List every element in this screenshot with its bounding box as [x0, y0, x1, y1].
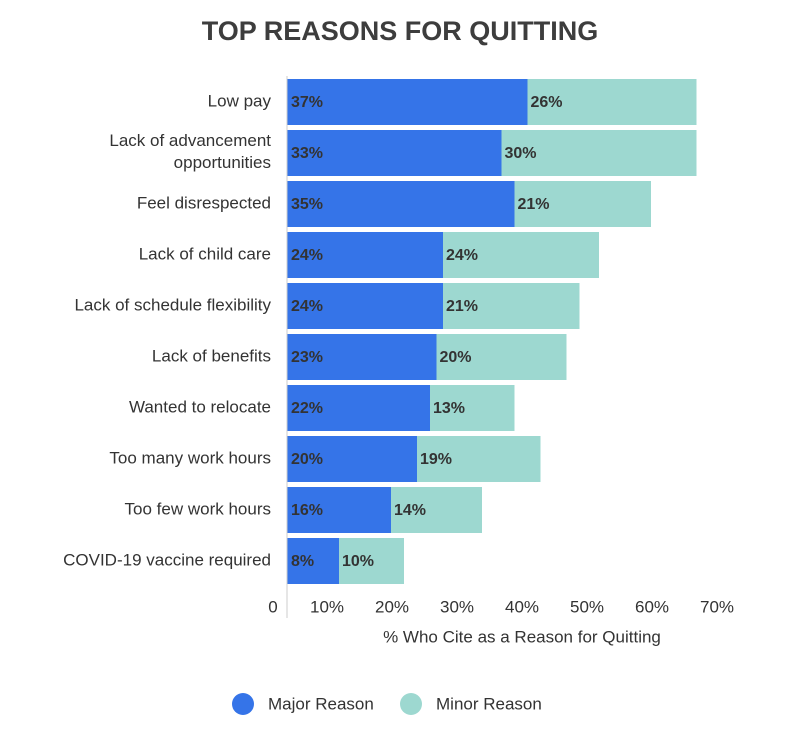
bar [287, 283, 443, 329]
x-tick-label: 10% [310, 597, 344, 616]
value-label: 30% [505, 145, 537, 162]
bar [287, 334, 437, 380]
y-tick-label: Lack of advancement opportunities [109, 131, 271, 172]
value-label: 24% [446, 247, 478, 264]
bar [287, 232, 443, 278]
bar [287, 181, 515, 227]
legend-marker [232, 693, 254, 715]
value-label: 20% [291, 451, 323, 468]
y-tick-label: Lack of schedule flexibility [74, 295, 271, 314]
x-tick-label: 20% [375, 597, 409, 616]
y-tick-label: Too many work hours [109, 448, 271, 467]
value-label: 23% [291, 349, 323, 366]
value-label: 21% [446, 298, 478, 315]
y-tick-label: Wanted to relocate [129, 397, 271, 416]
bar [287, 385, 430, 431]
bar [417, 436, 541, 482]
chart-title: TOP REASONS FOR QUITTING [202, 16, 599, 46]
x-tick-label: 50% [570, 597, 604, 616]
bar [391, 487, 482, 533]
value-label: 14% [394, 502, 426, 519]
bar [339, 538, 404, 584]
x-axis-label: % Who Cite as a Reason for Quitting [383, 627, 661, 646]
value-label: 10% [342, 553, 374, 570]
y-tick-label: Too few work hours [125, 499, 271, 518]
y-tick-label: Lack of child care [139, 244, 271, 263]
y-tick-label: Lack of benefits [152, 346, 271, 365]
bar [287, 79, 528, 125]
y-tick-label: Low pay [208, 91, 272, 110]
bar [287, 130, 502, 176]
bar [436, 334, 567, 380]
x-tick-label: 0 [268, 597, 277, 616]
x-tick-label: 30% [440, 597, 474, 616]
bar [430, 385, 515, 431]
legend-marker [400, 693, 422, 715]
value-label: 16% [291, 502, 323, 519]
value-label: 20% [440, 349, 472, 366]
value-label: 19% [420, 451, 452, 468]
bar [443, 283, 580, 329]
bar [514, 181, 651, 227]
legend-label: Minor Reason [436, 694, 542, 713]
legend-label: Major Reason [268, 694, 374, 713]
value-label: 13% [433, 400, 465, 417]
value-label: 35% [291, 196, 323, 213]
bar [443, 232, 599, 278]
value-label: 37% [291, 94, 323, 111]
bar [287, 487, 391, 533]
value-label: 24% [291, 298, 323, 315]
y-tick-label: COVID-19 vaccine required [63, 550, 271, 569]
bar [527, 79, 697, 125]
bar [501, 130, 697, 176]
value-label: 21% [518, 196, 550, 213]
value-label: 22% [291, 400, 323, 417]
bar [287, 538, 339, 584]
value-label: 8% [291, 553, 314, 570]
value-label: 33% [291, 145, 323, 162]
value-label: 26% [531, 94, 563, 111]
bar [287, 436, 417, 482]
x-tick-label: 70% [700, 597, 734, 616]
x-tick-label: 60% [635, 597, 669, 616]
value-label: 24% [291, 247, 323, 264]
y-tick-label: Feel disrespected [137, 193, 271, 212]
x-tick-label: 40% [505, 597, 539, 616]
